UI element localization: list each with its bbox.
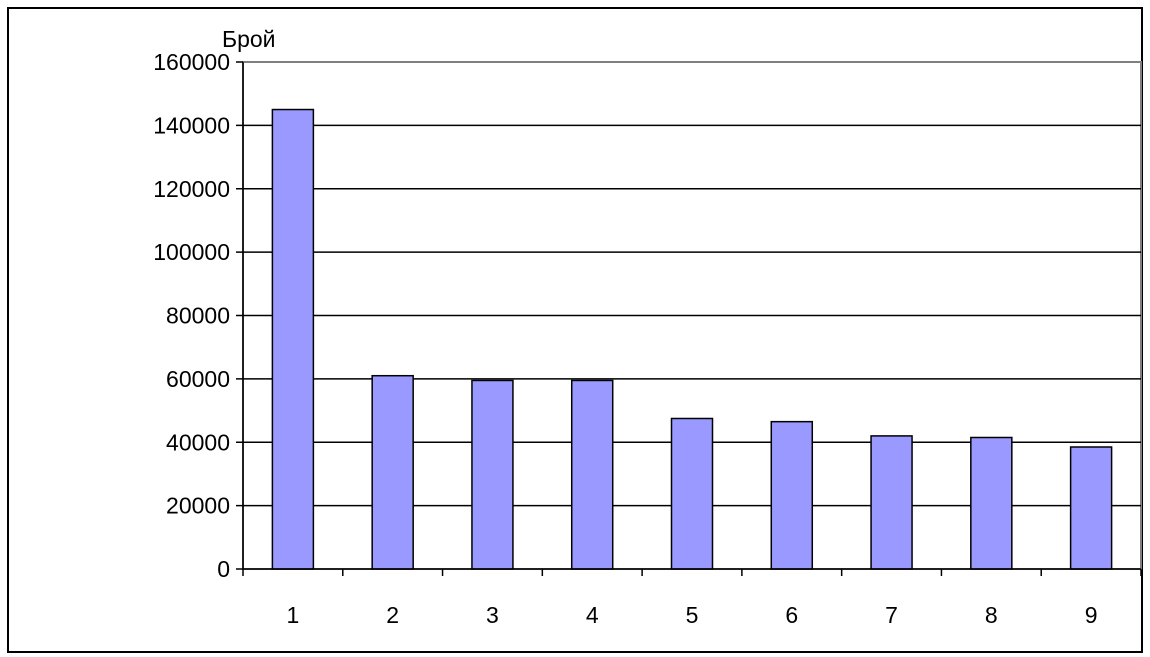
x-tick-label: 9 xyxy=(1085,602,1098,628)
x-tick-label: 4 xyxy=(586,602,599,628)
bar-1 xyxy=(271,108,315,570)
y-axis-label: Брой xyxy=(222,26,276,52)
y-tick-label: 140000 xyxy=(153,112,230,138)
y-tick-label: 0 xyxy=(217,556,230,582)
y-tick-label: 120000 xyxy=(153,176,230,202)
bar-4 xyxy=(570,379,614,570)
bar-5 xyxy=(670,417,714,570)
x-tick-label: 7 xyxy=(885,602,898,628)
y-tick-label: 160000 xyxy=(153,49,230,75)
bar-9 xyxy=(1069,446,1113,570)
bars xyxy=(271,108,1113,570)
bar-3 xyxy=(471,379,514,570)
y-tick-labels: 0 20000 40000 60000 80000 100000 120000 140000 1… xyxy=(153,49,230,582)
y-tick-label: 80000 xyxy=(166,303,230,329)
x-tick-label: 6 xyxy=(785,602,798,628)
x-tick-labels: 1 2 3 4 5 6 7 8 9 xyxy=(286,602,1097,628)
x-tick-label: 2 xyxy=(386,602,399,628)
axes xyxy=(236,61,1142,576)
bar-8 xyxy=(970,436,1013,570)
x-tick-label: 1 xyxy=(286,602,299,628)
bar-7 xyxy=(870,435,913,570)
x-tick-label: 8 xyxy=(985,602,998,628)
y-tick-label: 40000 xyxy=(166,429,230,455)
y-tick-label: 100000 xyxy=(153,239,230,265)
bar-6 xyxy=(770,420,814,570)
y-tick-label: 60000 xyxy=(166,366,230,392)
x-tick-label: 5 xyxy=(686,602,699,628)
y-tick-label: 20000 xyxy=(166,493,230,519)
x-tick-label: 3 xyxy=(486,602,499,628)
bar-2 xyxy=(371,374,414,570)
